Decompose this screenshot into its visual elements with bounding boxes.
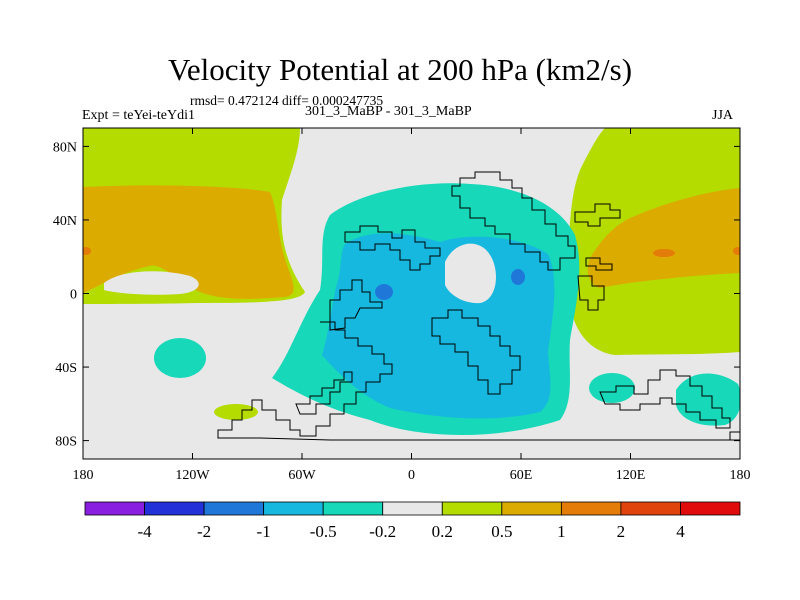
colorbar-label: -0.5 [310, 522, 337, 541]
colorbar-label: 2 [617, 522, 626, 541]
stats-line: rmsd= 0.472124 diff= 0.000247735 [190, 93, 384, 108]
coastlines [217, 171, 740, 441]
x-tick-label: 180 [730, 468, 751, 483]
contour-neutral-center [445, 243, 496, 304]
contour-teal-southeast [676, 373, 740, 426]
y-tick-label: 40N [53, 214, 77, 229]
x-tick-label: 120W [175, 468, 210, 483]
colorbar-label: -0.2 [369, 522, 396, 541]
x-tick-label: 180 [73, 468, 94, 483]
contour-field [83, 128, 740, 459]
left-label: Expt = teYei-teYdi1 [82, 108, 196, 123]
contour-high-180-east [733, 247, 740, 255]
colorbar-swatch [144, 501, 205, 516]
right-label: JJA [712, 108, 734, 123]
colorbar-label: 4 [676, 522, 685, 541]
y-tick-label: 80S [55, 435, 77, 450]
colorbar-swatch [560, 501, 622, 516]
contour-high-east [653, 249, 675, 257]
colorbar-label: -2 [197, 522, 211, 541]
y-tick-label: 80N [53, 140, 77, 155]
contour-blue-east [511, 269, 525, 285]
colorbar-swatch [680, 501, 741, 516]
center-label: 301_3_MaBP - 301_3_MaBP [305, 104, 472, 119]
contour-orange-west [83, 185, 294, 299]
x-tick-label: 60E [510, 468, 533, 483]
y-tick-label: 40S [55, 361, 77, 376]
contour-neutral-hole [104, 271, 199, 295]
colorbar-swatch [382, 501, 443, 516]
colorbar-swatch [441, 501, 503, 516]
x-tick-label: 60W [288, 468, 316, 483]
colorbar-label: 0.5 [491, 522, 512, 541]
colorbar-label: 1 [557, 522, 566, 541]
colorbar-label: -4 [137, 522, 152, 541]
x-axis: 180 120W 60W 0 60E 120E 180 [73, 128, 751, 483]
y-tick-label: 0 [70, 288, 77, 303]
contour-orange-east [587, 188, 740, 288]
contour-blue-west [375, 284, 393, 300]
page-title: Velocity Potential at 200 hPa (km2/s) [167, 52, 633, 87]
colorbar-label: 0.2 [432, 522, 453, 541]
colorbar: -4 -2 -1 -0.5 -0.2 0.2 0.5 1 2 4 [84, 501, 741, 541]
contour-green-south [214, 404, 258, 420]
colorbar-swatch [501, 501, 562, 516]
x-tick-label: 120E [616, 468, 646, 483]
colorbar-swatch [84, 501, 145, 516]
contour-teal-pacific [154, 338, 206, 378]
y-axis: 80N 40N 0 40S 80S [53, 140, 740, 450]
colorbar-swatch [263, 501, 324, 516]
colorbar-swatch [322, 501, 384, 516]
colorbar-swatch [203, 501, 265, 516]
contour-teal-indian [589, 373, 635, 403]
colorbar-swatch [620, 501, 681, 516]
contour-cyan-main [322, 233, 555, 419]
x-tick-label: 0 [408, 468, 415, 483]
contour-high-180-west [83, 247, 91, 255]
colorbar-label: -1 [257, 522, 271, 541]
